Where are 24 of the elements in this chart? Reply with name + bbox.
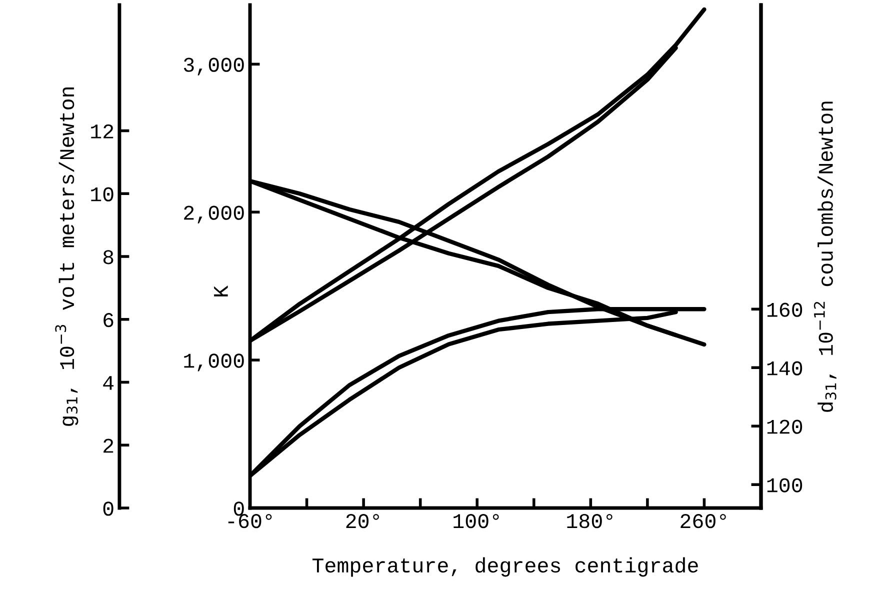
x-axis-title: Temperature, degrees centigrade xyxy=(312,557,698,577)
x-tick-label: 180° xyxy=(567,514,612,528)
y-tick-label: 0 xyxy=(234,502,244,516)
y-tick-label: 1,000 xyxy=(184,354,244,372)
y3-tick-label: 12 xyxy=(91,124,114,138)
y3-tick-label: 4 xyxy=(103,376,114,390)
y-tick-label: 3,000 xyxy=(184,58,244,76)
y2-tick-label: 120 xyxy=(767,420,802,434)
y3-tick-label: 6 xyxy=(104,312,114,328)
x-tick-label: 260° xyxy=(680,514,726,528)
y2-tick-label: 160 xyxy=(767,302,802,317)
x-tick-label: 20° xyxy=(346,514,379,528)
y3-tick-label: 10 xyxy=(91,187,114,202)
y3-tick-label: 0 xyxy=(103,502,114,516)
y3-axis-title: g$_{31}$, 10$^{−3}$ volt meters/Newton xyxy=(55,88,78,426)
y2-axis-title: d$_{31}$, 10$^{−12}$ coulombs/Newton xyxy=(814,102,836,412)
x-tick-label: -60° xyxy=(228,514,272,528)
x-tick-label: 100° xyxy=(454,514,499,528)
y3-tick-label: 8 xyxy=(103,250,114,264)
y-tick-label: 2,000 xyxy=(184,206,244,224)
y2-tick-label: 100 xyxy=(767,478,802,492)
y3-tick-label: 2 xyxy=(104,438,114,453)
y2-tick-label: 140 xyxy=(767,361,802,376)
y-axis-title: K xyxy=(214,285,228,296)
